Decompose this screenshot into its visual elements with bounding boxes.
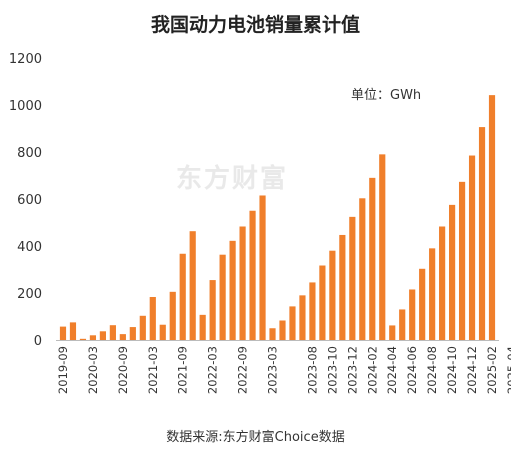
y-tick-label: 600 [17, 193, 42, 208]
watermark-text: 东方财富 [176, 164, 289, 194]
unit-label: 单位：GWh [351, 88, 422, 103]
x-tick-label: 2024-12 [465, 346, 479, 394]
x-tick-label: 2024-04 [385, 346, 399, 394]
y-tick-label: 200 [17, 287, 42, 302]
x-tick-label: 2024-10 [445, 346, 459, 394]
x-tick-label: 2022-03 [206, 346, 220, 394]
bar [99, 331, 106, 340]
bar [339, 234, 346, 340]
bar [289, 306, 296, 340]
bar [249, 210, 256, 340]
bar [419, 268, 426, 340]
bar [329, 250, 336, 340]
bar [149, 296, 156, 340]
bar [139, 315, 146, 340]
bar [439, 226, 446, 340]
bar [199, 314, 206, 340]
source-note: 数据来源:东方财富Choice数据 [166, 430, 345, 445]
bar [379, 154, 386, 340]
bar [449, 204, 456, 340]
bar [129, 327, 136, 340]
bars-group [59, 95, 496, 340]
x-tick-label: 2019-09 [56, 346, 70, 394]
bar [209, 280, 216, 340]
bar [309, 282, 316, 340]
bar [169, 291, 176, 340]
bar [189, 231, 196, 340]
bar [89, 335, 97, 340]
bar [468, 155, 476, 340]
bar [299, 295, 306, 340]
bar [259, 195, 266, 340]
x-tick-label: 2024-06 [405, 346, 419, 394]
x-tick-label: 2023-10 [325, 346, 339, 394]
bar [319, 265, 326, 340]
x-tick-label: 2023-08 [305, 346, 319, 394]
y-tick-label: 1000 [9, 99, 42, 114]
y-tick-label: 0 [34, 334, 42, 349]
x-tick-label: 2020-03 [86, 346, 100, 394]
bar [59, 326, 67, 340]
x-tick-label: 2024-02 [365, 346, 379, 394]
y-tick-label: 400 [17, 240, 42, 255]
x-tick-label: 2021-03 [146, 346, 160, 394]
bar [409, 289, 416, 340]
bar [389, 325, 396, 340]
y-axis: 0 200 400 600 800 1000 1200 [9, 52, 42, 349]
bar [179, 253, 186, 340]
bar [159, 324, 166, 340]
bar [369, 177, 376, 340]
bar [79, 338, 87, 340]
x-tick-label: 2025-04 [505, 346, 511, 394]
x-axis: 2019-09 2020-03 2020-09 2021-03 2021-09 2022-… [56, 346, 511, 394]
bar [279, 320, 286, 340]
bar [478, 127, 486, 340]
bar [349, 216, 356, 340]
bar [359, 198, 366, 340]
bar [69, 322, 77, 340]
x-tick-label: 2024-08 [425, 346, 439, 394]
bar [488, 95, 496, 340]
bar [109, 325, 116, 340]
bar [119, 334, 126, 340]
x-tick-label: 2025-02 [485, 346, 499, 394]
bar [219, 254, 226, 340]
x-tick-label: 2020-09 [116, 346, 130, 394]
y-tick-label: 800 [17, 146, 42, 161]
bar [269, 328, 276, 340]
x-tick-label: 2023-12 [345, 346, 359, 394]
bar [239, 226, 246, 340]
bar [429, 248, 436, 340]
chart-title: 我国动力电池销量累计值 [150, 14, 360, 36]
y-tick-label: 1200 [9, 52, 42, 67]
x-tick-label: 2023-03 [266, 346, 280, 394]
x-tick-label: 2021-09 [176, 346, 190, 394]
bar [229, 240, 236, 340]
bar [399, 309, 406, 340]
bar [458, 181, 466, 340]
x-tick-label: 2022-09 [236, 346, 250, 394]
